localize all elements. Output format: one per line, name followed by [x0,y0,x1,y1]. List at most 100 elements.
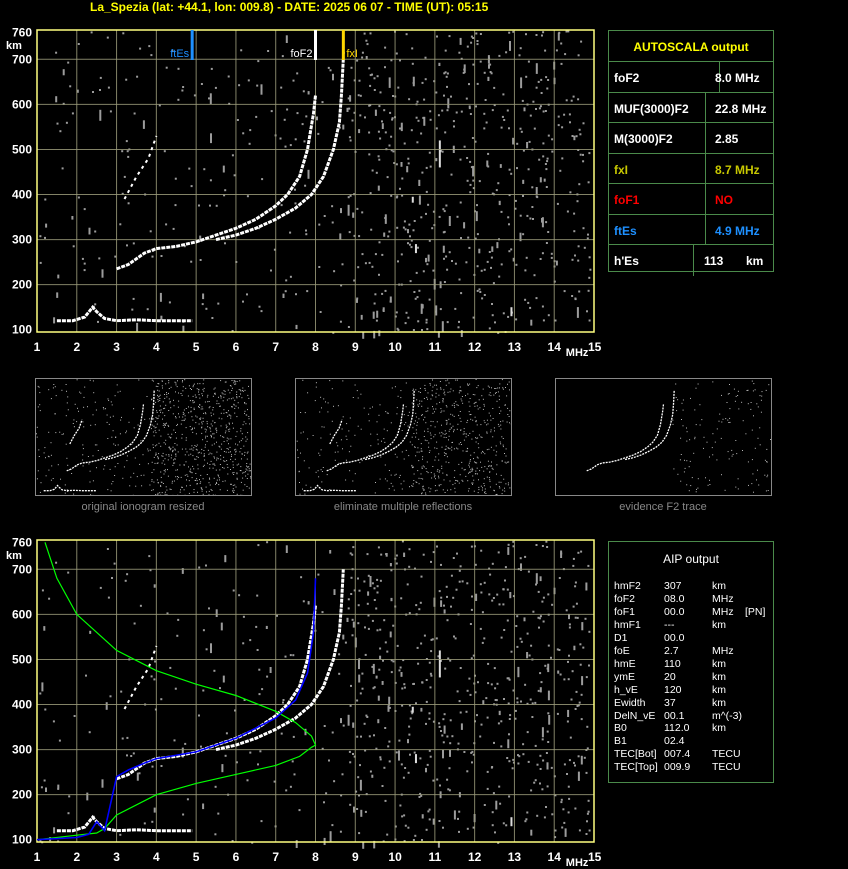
thumb-noise-dot [196,483,198,485]
thumb-noise-dot [378,414,380,416]
thumb-noise-dot [112,430,114,432]
noise-dot [61,167,64,170]
noise-dot [480,591,483,594]
thumb-noise-dot [436,470,438,472]
noise-dot [539,615,542,618]
noise-dot [377,695,380,701]
noise-dot [455,111,458,114]
noise-dot [471,750,474,753]
noise-dot [459,201,462,204]
thumb-noise-dot [196,449,198,451]
thumb-noise-dot [456,447,458,449]
noise-dot [347,607,350,610]
noise-dot [371,619,374,622]
thumb-noise-dot [232,464,234,466]
noise-dot [539,258,542,260]
noise-dot [556,712,559,715]
noise-dot [280,732,283,735]
thumb-noise-dot [720,437,722,439]
noise-dot [361,687,364,690]
thumb-noise-dot [174,458,176,460]
thumb-noise-dot [173,399,174,401]
thumb-noise-dot [147,448,149,450]
noise-dot [526,214,529,217]
noise-dot [480,269,483,272]
noise-dot [542,31,545,34]
noise-dot [395,196,398,199]
noise-dot [488,64,490,69]
noise-dot [429,755,432,758]
noise-dot [122,32,125,35]
thumb-noise-dot [226,460,228,462]
noise-bar [411,196,414,203]
thumb-noise-dot [445,445,447,447]
noise-dot [222,675,225,683]
noise-dot [446,735,449,738]
thumb-noise-dot [227,448,229,450]
thumb-noise-dot [434,485,436,487]
thumb-noise-dot [210,460,212,462]
thumb-noise-dot [181,419,183,421]
noise-dot [222,165,225,173]
aip-row: foF1 00.0 MHz [PN] [614,606,774,619]
thumb-noise-dot [226,399,228,401]
thumb-noise-dot [439,470,441,472]
noise-dot [266,541,269,544]
thumb-noise-dot [168,382,170,384]
noise-dot [327,66,330,69]
noise-dot [383,619,386,622]
thumb-noise-dot [376,433,378,435]
thumb-noise-dot [219,489,221,491]
thumb-noise-dot [496,493,498,495]
noise-dot [486,160,489,167]
noise-dot [512,137,515,145]
noise-dot [182,813,185,816]
thumb-noise-dot [448,418,450,420]
thumb-noise-dot [395,473,397,475]
noise-dot [370,228,373,231]
noise-dot [39,692,42,695]
noise-dot [353,234,356,237]
noise-dot [574,581,577,584]
noise-dot [368,261,371,264]
thumb-noise-dot [697,478,699,480]
noise-dot [572,95,575,98]
thumb-noise-dot [187,395,189,397]
thumb-noise-dot [476,387,478,389]
noise-dot [445,204,448,207]
noise-dot [573,761,575,764]
thumb-noise-dot [198,406,199,408]
noise-dot [447,788,450,791]
thumb-noise-dot [430,488,432,490]
thumb-noise-dot [469,383,471,385]
noise-dot [384,46,387,49]
thumb-noise-dot [434,459,436,461]
thumb-noise-dot [728,393,730,394]
noise-dot [425,722,427,725]
thumb-noise-dot [369,407,371,409]
trace-E-sporadic [56,304,193,323]
noise-dot [211,317,214,319]
thumb-noise-dot [489,479,491,481]
thumb-noise-dot [458,482,460,484]
autoscala-row: ftEs 4.9 MHz [609,213,773,245]
noise-dot [407,242,409,245]
noise-dot [508,127,510,130]
noise-dot [586,747,589,750]
thumb-noise-dot [473,403,475,405]
noise-dot [44,198,47,201]
thumb-noise-dot [200,408,202,410]
noise-dot [494,321,496,324]
thumb-noise-dot [168,425,170,427]
thumb-noise-dot [505,483,507,485]
thumb-noise-dot [38,386,40,388]
thumb-noise-dot [505,404,506,406]
noise-dot [470,657,473,660]
noise-dot [375,747,378,750]
noise-dot [260,84,263,95]
thumb-noise-dot [182,386,184,388]
thumb-noise-dot [107,438,109,439]
thumb-noise-dot [153,435,155,437]
thumb-noise-dot [244,402,246,404]
noise-dot [346,617,349,622]
